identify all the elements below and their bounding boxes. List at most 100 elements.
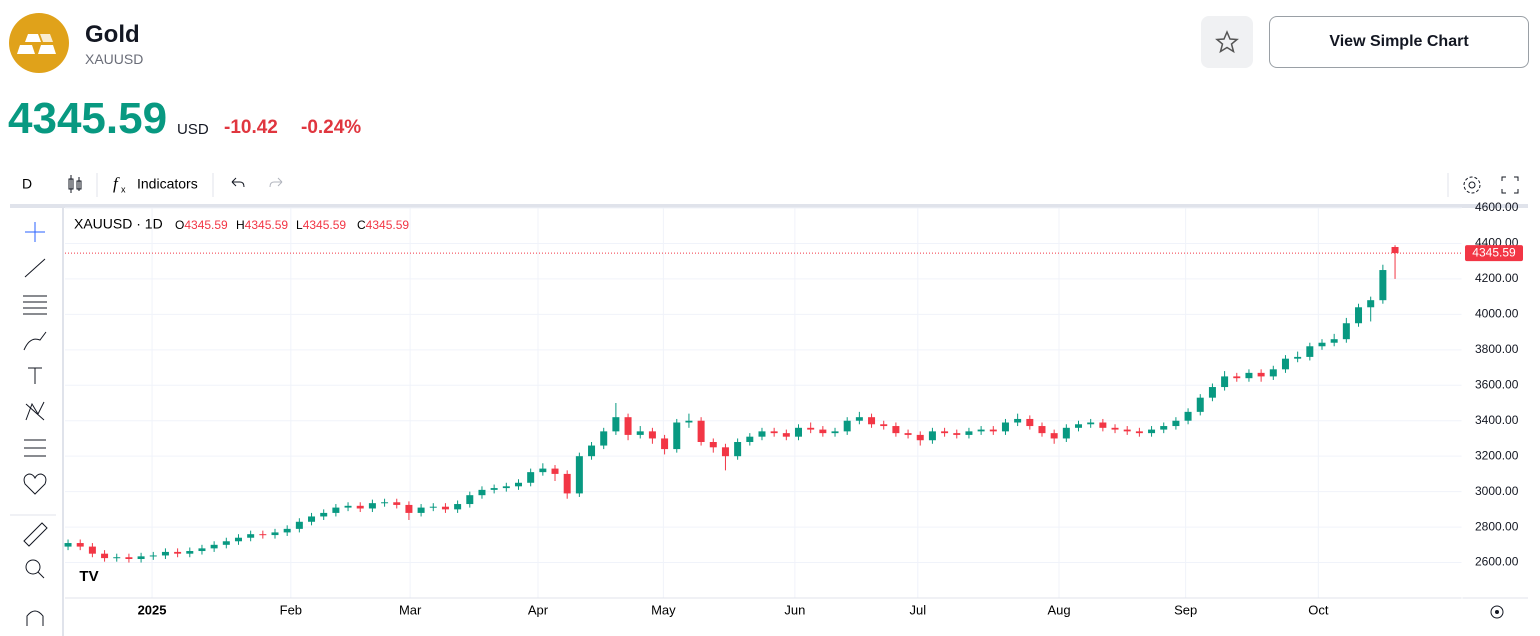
candle-body [588, 445, 596, 457]
fx-icon: x [121, 184, 126, 194]
candle-body [466, 495, 474, 505]
candle-body [661, 438, 669, 450]
last-price-label: 4345.59 [1472, 245, 1516, 259]
candle-body [1233, 376, 1241, 379]
last-price-tag [1465, 245, 1523, 262]
candle-body [612, 417, 620, 432]
candle-body [624, 417, 632, 435]
candle-body [1135, 431, 1143, 434]
candle-body [320, 512, 328, 517]
divider [62, 208, 64, 636]
candle-body [989, 429, 997, 432]
y-tick-label: 3400.00 [1475, 413, 1519, 427]
star-icon [1215, 30, 1239, 54]
candle-body [1014, 418, 1022, 423]
candle-body [916, 434, 924, 441]
candle-body [295, 521, 303, 529]
candle-body [1172, 420, 1180, 427]
undo-icon[interactable] [231, 177, 245, 188]
y-tick-label: 3600.00 [1475, 377, 1519, 391]
y-tick-label: 2600.00 [1475, 555, 1519, 569]
fullscreen-icon[interactable] [1501, 176, 1519, 194]
favorites-tool[interactable] [23, 473, 47, 495]
candle-body [137, 556, 145, 559]
candle-body [1038, 426, 1046, 434]
candle-body [1001, 422, 1009, 432]
candle-body [758, 431, 766, 437]
x-tick-label: Jul [909, 602, 926, 617]
time-zone-icon[interactable] [1490, 605, 1504, 619]
pattern-tool[interactable] [25, 401, 45, 421]
legend-label: C [357, 218, 366, 232]
candle-body [1221, 376, 1229, 388]
candle-body [782, 433, 790, 437]
y-tick-label: 4200.00 [1475, 271, 1519, 285]
candle-body [648, 431, 656, 439]
candle-body [1099, 422, 1107, 428]
candle-body [600, 431, 608, 446]
x-tick-label: Mar [399, 602, 422, 617]
candle-body [234, 537, 242, 542]
candle-body [721, 447, 729, 457]
candle-body [356, 505, 364, 509]
text-tool[interactable] [28, 367, 42, 384]
candle-body [819, 429, 827, 434]
candle-body [113, 557, 121, 559]
candle-body [393, 502, 401, 505]
asset-symbol: XAUUSD [85, 51, 144, 67]
candle-body [1269, 369, 1277, 377]
divider [10, 204, 1528, 208]
chart-type-icon[interactable] [68, 175, 82, 193]
zoom-tool[interactable] [25, 559, 41, 575]
tv-logo: TV [79, 568, 98, 585]
indicators-button[interactable]: Indicators [137, 176, 198, 192]
redo-icon[interactable] [269, 177, 283, 188]
candle-body [795, 427, 803, 437]
candle-body [1208, 387, 1216, 398]
candle-body [125, 557, 133, 559]
candle-body [734, 442, 742, 457]
y-tick-label: 4000.00 [1475, 307, 1519, 321]
forecast-tool[interactable] [24, 439, 46, 457]
change-percent: -0.24% [301, 117, 362, 138]
legend: XAUUSD · 1D O4345.59 H4345.59 L4345.59 C… [74, 216, 409, 232]
candle-body [101, 553, 109, 559]
candle-body [575, 456, 583, 494]
candle-body [1148, 429, 1156, 434]
candle-body [514, 482, 522, 487]
y-tick-label: 3800.00 [1475, 342, 1519, 356]
measure-tool[interactable] [23, 522, 48, 547]
settings-icon[interactable] [1463, 176, 1481, 194]
x-tick-label: 2025 [138, 602, 167, 617]
candle-body [527, 472, 535, 483]
candle-body [1026, 418, 1034, 427]
candle-body [904, 433, 912, 435]
chart-toolbar: D f x Indicators [10, 173, 1528, 208]
legend-value: 4345.59 [184, 218, 228, 232]
candle-body [563, 473, 571, 494]
candle-body [368, 503, 376, 509]
trendline-tool[interactable] [24, 258, 46, 278]
change: -10.42 [224, 117, 278, 138]
candle-body [1391, 247, 1399, 254]
candle-body [417, 507, 425, 513]
x-tick-label: Aug [1047, 602, 1070, 617]
y-tick-label: 3000.00 [1475, 484, 1519, 498]
candle-body [807, 427, 815, 430]
candle-body [1245, 372, 1253, 379]
fib-tool[interactable] [23, 295, 47, 315]
candle-body [222, 541, 230, 545]
magnet-tool[interactable] [26, 610, 44, 626]
legend-value: 4345.59 [245, 218, 289, 232]
interval[interactable]: D [22, 176, 32, 192]
brush-tool[interactable] [23, 331, 47, 351]
fx-icon: f [113, 174, 120, 193]
favorite-button[interactable] [1201, 16, 1253, 68]
view-simple-chart-button[interactable]: View Simple Chart [1269, 16, 1529, 68]
legend-close: C4345.59 [357, 218, 409, 232]
crosshair-tool[interactable] [25, 222, 45, 242]
candle-body [965, 431, 973, 435]
candle-body [1306, 346, 1314, 357]
currency: USD [177, 121, 209, 138]
